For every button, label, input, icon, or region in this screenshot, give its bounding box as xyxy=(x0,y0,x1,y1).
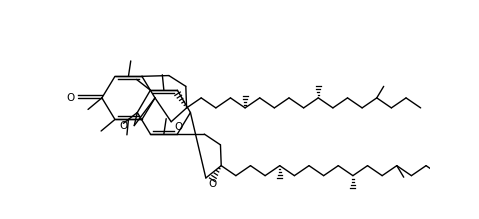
Text: O: O xyxy=(120,121,128,131)
Text: O: O xyxy=(66,93,74,103)
Text: O: O xyxy=(208,179,217,189)
Text: O: O xyxy=(174,122,182,132)
